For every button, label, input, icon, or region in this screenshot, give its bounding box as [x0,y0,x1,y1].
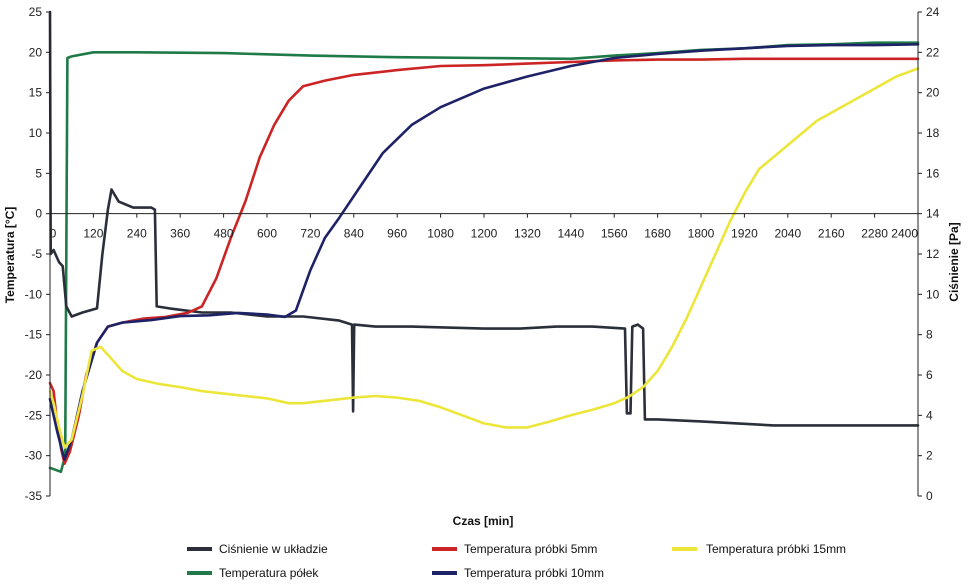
y-left-tick-label: -30 [25,449,43,463]
y-left-tick-label: 0 [35,207,42,221]
x-tick-label: 1560 [601,227,628,241]
y-left-tick-label: -35 [25,489,43,503]
y-right-tick-label: 24 [926,5,940,19]
legend-item-5mm: Temperatura próbki 5mm [432,542,597,556]
y-right-axis-title: Ciśnienie [Pa] [947,222,961,301]
legend-item-15mm: Temperatura próbki 15mm [672,542,846,556]
y-left-tick-label: 5 [35,166,42,180]
x-tick-label: 240 [127,227,147,241]
y-left-tick-label: 10 [29,126,43,140]
x-tick-label: 1800 [688,227,715,241]
x-tick-label: 2040 [774,227,801,241]
y-right-tick-label: 20 [926,86,940,100]
y-left-tick-label: -10 [25,287,43,301]
x-axis-title: Czas [min] [453,514,514,528]
series-line-temperatura-pr-bki-10mm [48,43,920,461]
x-tick-label: 1680 [644,227,671,241]
series-layer [48,10,920,474]
y-right-tick-label: 10 [926,287,940,301]
legend-label-cisnienie: Ciśnienie w układzie [219,542,328,556]
y-right-tick-label: 18 [926,126,940,140]
y-right-tick-label: 0 [926,489,933,503]
y-right-tick-label: 12 [926,247,940,261]
x-tick-label: 2160 [818,227,845,241]
x-tick-label: 120 [83,227,103,241]
x-tick-label: 1080 [427,227,454,241]
y-right-tick-label: 2 [926,449,933,463]
y-left-tick-label: 20 [29,45,43,59]
y-left-axis-title: Temperatura [°C] [3,207,17,304]
x-tick-label: 2280 [861,227,888,241]
legend-item-cisnienie: Ciśnienie w układzie [187,542,328,556]
x-tick-label: 720 [300,227,320,241]
x-tick-label: 0 [50,227,57,241]
x-tick-label: 480 [214,227,234,241]
legend: Ciśnienie w układzie Temperatura półek T… [187,542,846,580]
legend-label-15mm: Temperatura próbki 15mm [706,542,846,556]
y-right-tick-label: 14 [926,207,940,221]
y-right-tick-label: 22 [926,45,940,59]
y-left-tick-label: -5 [31,247,42,261]
y-right-tick-label: 6 [926,368,933,382]
x-tick-label: 360 [170,227,190,241]
y-left-tick-label: 15 [29,86,43,100]
legend-label-polki: Temperatura półek [219,566,319,580]
x-tick-label: 1200 [471,227,498,241]
legend-label-10mm: Temperatura próbki 10mm [464,566,604,580]
x-tick-label: 960 [387,227,407,241]
y-left-tick-label: -20 [25,368,43,382]
x-tick-label: 1320 [514,227,541,241]
y-left-tick-label: -15 [25,328,43,342]
series-line-temperatura-pr-bki-15mm [48,67,920,449]
ticks-layer: 0 120 240 360 480 600 720 840 960 1080 1200 1320 144… [25,5,940,503]
y-right-tick-label: 16 [926,166,940,180]
x-tick-label: 2400 [891,227,918,241]
legend-item-polki: Temperatura półek [187,566,319,580]
y-right-tick-label: 8 [926,328,933,342]
series-line-ci-nienie-w-uk-adzie [48,10,920,427]
x-tick-label: 600 [257,227,277,241]
legend-item-10mm: Temperatura próbki 10mm [432,566,604,580]
y-left-tick-label: -25 [25,408,43,422]
y-left-tick-label: 25 [29,5,43,19]
y-right-tick-label: 4 [926,408,933,422]
x-tick-label: 1440 [557,227,584,241]
legend-label-5mm: Temperatura próbki 5mm [464,542,597,556]
x-tick-label: 1920 [731,227,758,241]
x-tick-label: 840 [344,227,364,241]
